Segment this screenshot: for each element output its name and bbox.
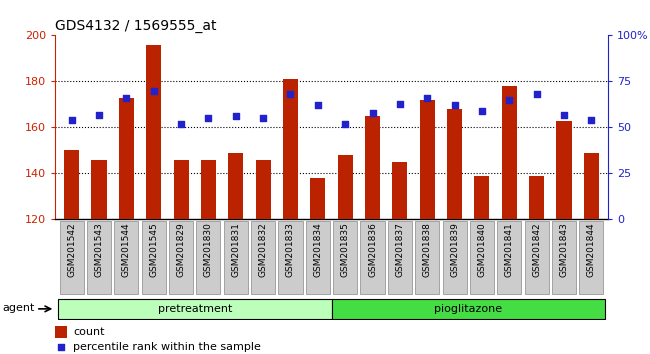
- Point: [586, 117, 597, 123]
- Bar: [146, 45, 161, 219]
- FancyBboxPatch shape: [58, 298, 332, 319]
- Point: [449, 103, 460, 108]
- Point: [313, 103, 323, 108]
- Bar: [64, 150, 79, 219]
- Point: [258, 115, 268, 121]
- Bar: [92, 160, 107, 219]
- Bar: [283, 79, 298, 219]
- Point: [285, 91, 296, 97]
- Text: GSM201543: GSM201543: [94, 223, 103, 277]
- FancyBboxPatch shape: [415, 221, 439, 294]
- Text: GSM201542: GSM201542: [67, 223, 76, 277]
- FancyBboxPatch shape: [224, 221, 248, 294]
- FancyBboxPatch shape: [169, 221, 193, 294]
- FancyBboxPatch shape: [251, 221, 275, 294]
- Point: [532, 91, 542, 97]
- Point: [176, 121, 187, 127]
- FancyBboxPatch shape: [333, 221, 358, 294]
- Text: GSM201835: GSM201835: [341, 223, 350, 278]
- Text: GSM201545: GSM201545: [150, 223, 158, 277]
- Text: pioglitazone: pioglitazone: [434, 304, 502, 314]
- Text: GSM201832: GSM201832: [259, 223, 268, 277]
- Text: GSM201834: GSM201834: [313, 223, 322, 277]
- FancyBboxPatch shape: [114, 221, 138, 294]
- FancyBboxPatch shape: [87, 221, 111, 294]
- Bar: [393, 162, 408, 219]
- Bar: [447, 109, 462, 219]
- Text: GSM201844: GSM201844: [587, 223, 596, 277]
- Bar: [255, 160, 270, 219]
- Text: GSM201544: GSM201544: [122, 223, 131, 277]
- Text: agent: agent: [3, 303, 35, 313]
- Text: GSM201830: GSM201830: [204, 223, 213, 278]
- FancyBboxPatch shape: [196, 221, 220, 294]
- Point: [121, 95, 131, 101]
- Text: pretreatment: pretreatment: [157, 304, 232, 314]
- FancyBboxPatch shape: [278, 221, 302, 294]
- Bar: [420, 100, 435, 219]
- Bar: [174, 160, 188, 219]
- Text: GSM201837: GSM201837: [395, 223, 404, 278]
- Bar: [55, 326, 68, 338]
- FancyBboxPatch shape: [497, 221, 521, 294]
- Bar: [337, 155, 353, 219]
- Text: GSM201829: GSM201829: [177, 223, 185, 277]
- Bar: [201, 160, 216, 219]
- FancyBboxPatch shape: [306, 221, 330, 294]
- Text: GSM201833: GSM201833: [286, 223, 295, 278]
- Text: GSM201840: GSM201840: [478, 223, 486, 277]
- Bar: [584, 153, 599, 219]
- Text: GSM201831: GSM201831: [231, 223, 240, 278]
- FancyBboxPatch shape: [388, 221, 412, 294]
- Bar: [556, 120, 571, 219]
- FancyBboxPatch shape: [525, 221, 549, 294]
- Text: count: count: [73, 327, 105, 337]
- Bar: [474, 176, 489, 219]
- FancyBboxPatch shape: [470, 221, 494, 294]
- FancyBboxPatch shape: [60, 221, 84, 294]
- Point: [395, 101, 405, 106]
- Point: [94, 112, 104, 118]
- Point: [56, 344, 66, 350]
- Text: percentile rank within the sample: percentile rank within the sample: [73, 342, 261, 352]
- Bar: [310, 178, 326, 219]
- FancyBboxPatch shape: [142, 221, 166, 294]
- Bar: [228, 153, 243, 219]
- FancyBboxPatch shape: [443, 221, 467, 294]
- Text: GDS4132 / 1569555_at: GDS4132 / 1569555_at: [55, 19, 216, 33]
- FancyBboxPatch shape: [361, 221, 385, 294]
- Point: [367, 110, 378, 115]
- Bar: [502, 86, 517, 219]
- FancyBboxPatch shape: [332, 298, 605, 319]
- Text: GSM201843: GSM201843: [560, 223, 569, 277]
- Point: [422, 95, 432, 101]
- Text: GSM201842: GSM201842: [532, 223, 541, 277]
- Point: [66, 117, 77, 123]
- Point: [231, 114, 241, 119]
- Point: [148, 88, 159, 93]
- Bar: [529, 176, 544, 219]
- Bar: [365, 116, 380, 219]
- Text: GSM201841: GSM201841: [505, 223, 514, 277]
- Point: [203, 115, 214, 121]
- Text: GSM201838: GSM201838: [422, 223, 432, 278]
- FancyBboxPatch shape: [579, 221, 603, 294]
- Point: [504, 97, 515, 103]
- Text: GSM201836: GSM201836: [368, 223, 377, 278]
- Point: [340, 121, 350, 127]
- Point: [559, 112, 569, 118]
- Bar: [119, 97, 134, 219]
- Point: [476, 108, 487, 114]
- Text: GSM201839: GSM201839: [450, 223, 459, 278]
- FancyBboxPatch shape: [552, 221, 576, 294]
